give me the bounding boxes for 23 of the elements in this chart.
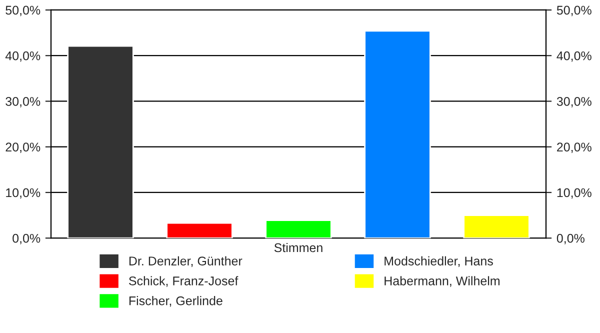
y-tick-label: 50,0% (6, 6, 40, 16)
bar (463, 214, 530, 238)
legend-label: Fischer, Gerlinde (129, 296, 222, 307)
text: 50,0% (556, 6, 592, 16)
text: 30,0% (556, 97, 592, 108)
x-tick-label: Stimmen (274, 242, 322, 252)
bar (166, 222, 233, 238)
y-tick-label: 20,0% (6, 142, 40, 153)
text: 10,0% (557, 188, 592, 199)
legend-label: Schick, Franz-Josef (129, 276, 238, 287)
text: 20,0% (557, 142, 592, 153)
y-tick-label: 0,0% (12, 234, 40, 244)
legend-label: Dr. Denzler, Günther (129, 256, 242, 267)
legend-label: Habermann, Wilhelm (384, 276, 500, 287)
text: 40,0% (556, 51, 592, 62)
y-tick-label: 40,0% (5, 51, 40, 62)
text: 0,0% (556, 234, 584, 244)
bar (364, 30, 431, 238)
y-tick-label: 10,0% (6, 188, 40, 199)
legend-label: Modschiedler, Hans (384, 256, 493, 267)
bar (265, 220, 332, 238)
y-tick-label: 30,0% (6, 97, 40, 108)
bar (67, 45, 134, 238)
